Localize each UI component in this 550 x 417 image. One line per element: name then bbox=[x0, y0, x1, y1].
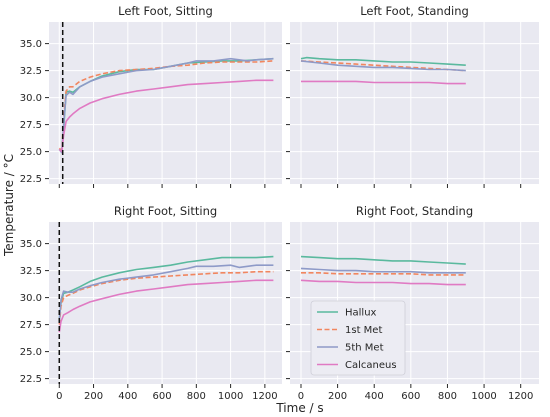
x-tick-label: 200 bbox=[84, 391, 103, 402]
series-line-5th-met bbox=[300, 267, 466, 274]
x-tick-label: 1200 bbox=[508, 391, 533, 402]
series-line-calcaneus bbox=[300, 279, 466, 286]
legend-label: Hallux bbox=[345, 308, 377, 319]
series-line-hallux bbox=[300, 56, 466, 66]
panel-title: Right Foot, Standing bbox=[356, 204, 473, 218]
x-tick-label: 600 bbox=[153, 391, 172, 402]
legend-box bbox=[310, 300, 406, 376]
series-line-1st-met bbox=[301, 271, 466, 276]
y-tick-label: 27.5 bbox=[20, 320, 42, 331]
y-axis-label: Temperature / °C bbox=[2, 154, 16, 257]
legend-label: Calcaneus bbox=[345, 360, 397, 371]
x-tick-label: 0 bbox=[56, 391, 62, 402]
x-tick-label: 400 bbox=[365, 391, 384, 402]
series-line-hallux bbox=[300, 255, 466, 265]
panel-4: 0 200 400 600 800 1000 1200 Right Foot, Standin… bbox=[286, 204, 539, 402]
y-tick-label: 27.5 bbox=[20, 120, 42, 131]
y-tick-label: 25.0 bbox=[20, 147, 42, 158]
x-tick-label: 600 bbox=[401, 391, 420, 402]
panel-title: Left Foot, Sitting bbox=[118, 4, 213, 18]
y-tick-label: 32.5 bbox=[20, 66, 42, 77]
plot-area bbox=[49, 22, 282, 184]
x-tick-label: 1000 bbox=[471, 391, 496, 402]
x-tick-label: 200 bbox=[328, 391, 347, 402]
series-line-5th-met bbox=[58, 57, 274, 154]
x-tick-label: 800 bbox=[187, 391, 206, 402]
y-tick-label: 35.0 bbox=[20, 239, 42, 250]
x-tick-label: 1200 bbox=[252, 391, 277, 402]
panel-3: 0 200 400 600 800 1000 1200 22.5 25.0 27.5 30.0 32.… bbox=[20, 204, 282, 402]
y-tick-label: 30.0 bbox=[20, 93, 42, 104]
plot-area bbox=[49, 222, 282, 384]
legend: Hallux 1st Met 5th Met Calcaneus bbox=[310, 300, 406, 376]
y-tick-label: 25.0 bbox=[20, 347, 42, 358]
series-line-1st-met bbox=[58, 270, 274, 325]
x-tick-label: 0 bbox=[298, 391, 304, 402]
series-line-1st-met bbox=[58, 60, 274, 152]
y-tick-label: 22.5 bbox=[20, 374, 42, 385]
y-tick-label: 30.0 bbox=[20, 293, 42, 304]
panel-1: 22.5 25.0 27.5 30.0 32.5 35.0 Left Foot, Sitti… bbox=[20, 4, 282, 188]
legend-label: 5th Met bbox=[345, 343, 384, 354]
plot-area bbox=[290, 22, 539, 184]
panel-title: Left Foot, Standing bbox=[360, 4, 469, 18]
series-line-calcaneus bbox=[301, 80, 466, 85]
y-tick-label: 22.5 bbox=[20, 174, 42, 185]
series-line-5th-met bbox=[300, 60, 466, 72]
series-line-calcaneus bbox=[58, 279, 274, 333]
series-line-calcaneus bbox=[58, 79, 274, 153]
y-tick-label: 35.0 bbox=[20, 39, 42, 50]
x-tick-label: 800 bbox=[438, 391, 457, 402]
x-tick-label: 400 bbox=[118, 391, 137, 402]
legend-label: 1st Met bbox=[345, 325, 382, 336]
series-line-5th-met bbox=[58, 264, 274, 322]
panel-2: Left Foot, Standing bbox=[286, 4, 539, 188]
x-tick-label: 1000 bbox=[218, 391, 243, 402]
y-tick-label: 32.5 bbox=[20, 266, 42, 277]
panel-title: Right Foot, Sitting bbox=[114, 204, 217, 218]
x-axis-label: Time / s bbox=[275, 401, 323, 415]
